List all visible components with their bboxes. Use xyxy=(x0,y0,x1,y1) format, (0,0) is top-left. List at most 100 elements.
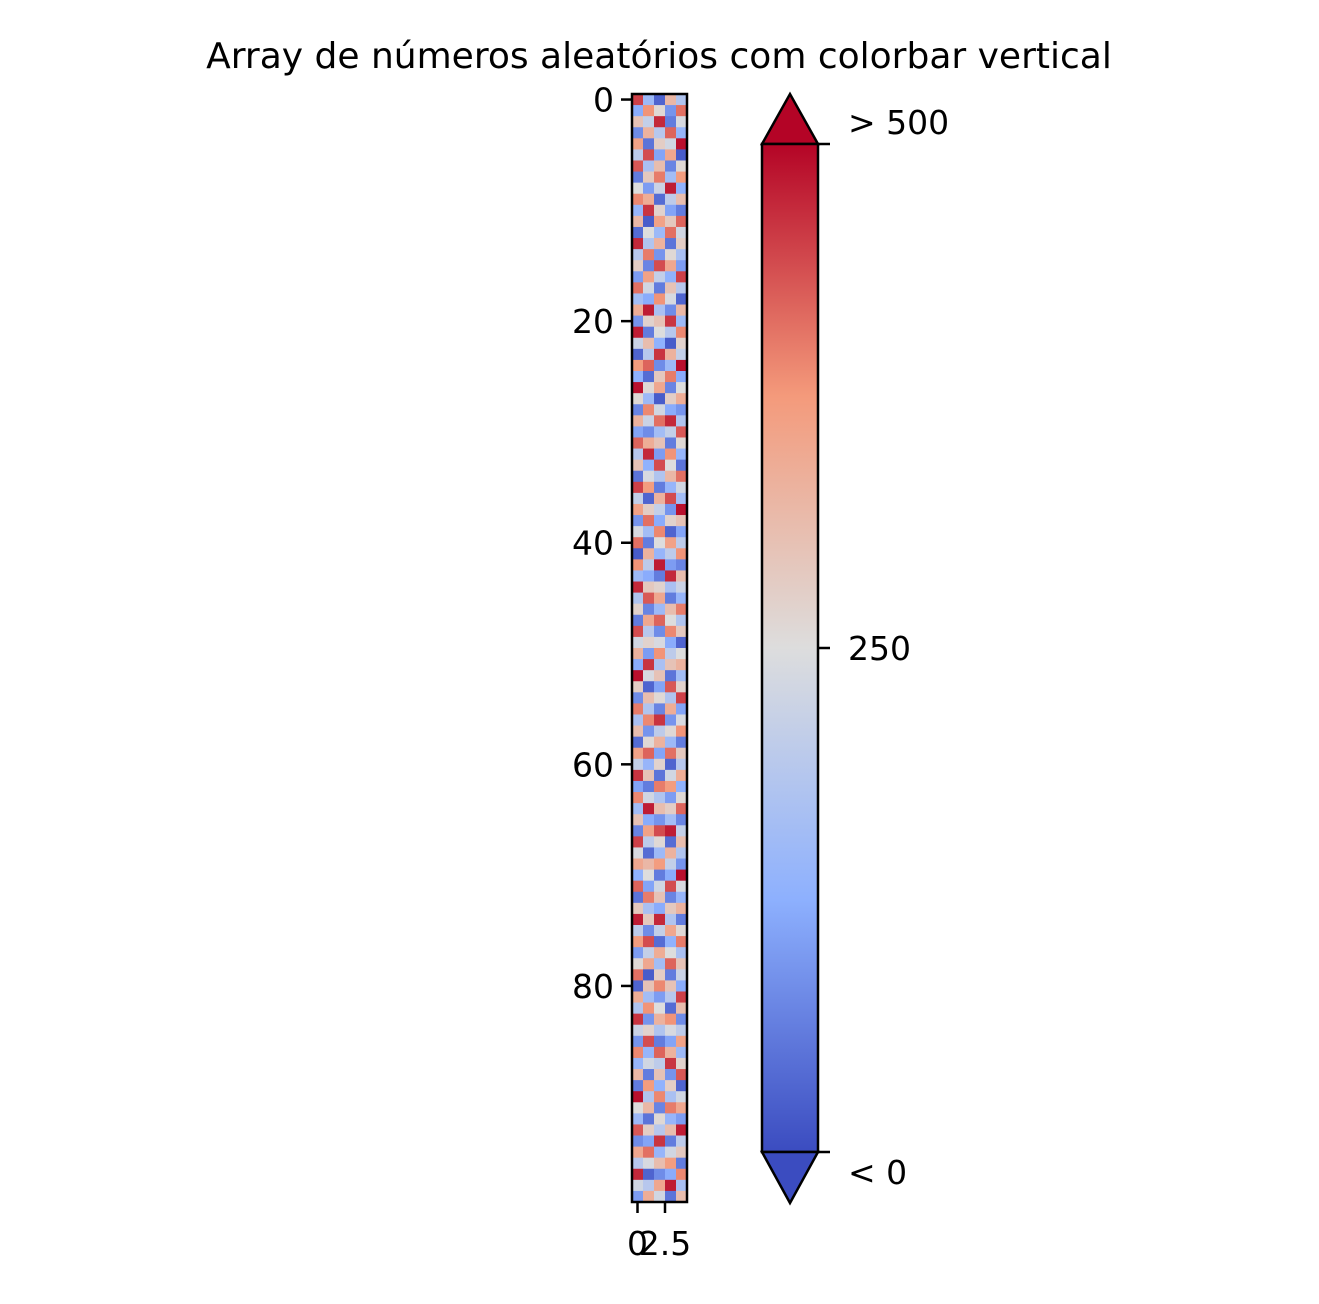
colorbar-extend-high xyxy=(759,91,821,146)
heatmap-cell xyxy=(665,138,677,150)
heatmap-cell xyxy=(632,836,644,848)
heatmap-cell xyxy=(665,260,677,272)
y-tick-label: 0 xyxy=(593,81,614,120)
heatmap-cell xyxy=(676,526,688,538)
heatmap-cell xyxy=(654,1035,666,1048)
heatmap-cell xyxy=(643,991,655,1003)
heatmap-cell xyxy=(632,448,644,461)
heatmap-cell xyxy=(643,260,655,272)
heatmap-cell xyxy=(654,659,666,671)
heatmap-cell xyxy=(643,570,655,582)
heatmap-cell xyxy=(632,681,644,693)
heatmap-cell xyxy=(654,792,666,804)
heatmap-cell xyxy=(643,1135,655,1147)
heatmap-cell xyxy=(632,1113,644,1125)
heatmap-cell xyxy=(632,814,644,826)
heatmap-cell xyxy=(654,415,666,427)
heatmap-cell xyxy=(665,603,677,616)
heatmap-cell xyxy=(665,371,677,383)
heatmap-cell xyxy=(665,515,677,527)
heatmap-cell xyxy=(643,769,655,782)
heatmap-cell xyxy=(676,249,688,261)
heatmap-cell xyxy=(676,1069,688,1081)
heatmap-cell xyxy=(654,1102,666,1114)
y-tick-label: 60 xyxy=(572,745,614,784)
heatmap-cell xyxy=(643,304,655,316)
heatmap-cell xyxy=(665,958,677,970)
heatmap-cell xyxy=(665,858,677,870)
heatmap-cell xyxy=(632,1069,644,1081)
heatmap-cell xyxy=(654,603,666,616)
heatmap-cell xyxy=(676,371,688,383)
heatmap-cell xyxy=(676,891,688,904)
heatmap-cell xyxy=(632,1135,644,1147)
heatmap-cell xyxy=(632,182,644,195)
heatmap-cell xyxy=(643,404,655,416)
heatmap-cell xyxy=(665,1035,677,1048)
heatmap-cell xyxy=(676,182,688,195)
heatmap-cell xyxy=(676,503,688,516)
heatmap-cell xyxy=(676,149,688,161)
heatmap-cell xyxy=(643,371,655,383)
heatmap-cell xyxy=(632,127,644,139)
heatmap-cell xyxy=(643,891,655,904)
heatmap-cell xyxy=(676,758,688,771)
heatmap-cell xyxy=(654,836,666,848)
x-tick-label: 2.5 xyxy=(639,1224,691,1263)
heatmap-cell xyxy=(654,991,666,1003)
heatmap-cell xyxy=(654,1157,666,1170)
heatmap-cell xyxy=(654,448,666,461)
x-axis: 02.5 xyxy=(627,1202,691,1263)
heatmap-cell xyxy=(654,182,666,195)
heatmap-cell xyxy=(654,947,666,959)
heatmap-cell xyxy=(654,714,666,726)
heatmap-cell xyxy=(676,382,688,394)
heatmap-cell xyxy=(665,1190,677,1203)
heatmap-cell xyxy=(632,736,644,749)
heatmap-cell xyxy=(665,1157,677,1170)
heatmap-cell xyxy=(643,315,655,328)
heatmap-cell xyxy=(654,725,666,738)
heatmap-cell xyxy=(643,947,655,959)
heatmap-cell xyxy=(665,426,677,438)
heatmap-cell xyxy=(676,481,688,494)
heatmap-cell xyxy=(665,249,677,261)
heatmap-cell xyxy=(643,182,655,195)
heatmap-cell xyxy=(643,1091,655,1103)
heatmap-cell xyxy=(676,326,688,339)
heatmap-cell xyxy=(643,1069,655,1081)
y-axis: 0 20 40 60 80 xyxy=(572,81,632,1006)
heatmap-cell xyxy=(654,1002,666,1015)
heatmap-cell xyxy=(643,836,655,848)
heatmap-cell xyxy=(665,127,677,139)
heatmap-cell xyxy=(643,1046,655,1059)
heatmap-cell xyxy=(643,116,655,128)
heatmap-cell xyxy=(665,581,677,593)
heatmap-cell xyxy=(676,581,688,593)
heatmap-cell xyxy=(632,437,644,449)
heatmap-cell xyxy=(632,470,644,483)
heatmap-cell xyxy=(654,869,666,882)
heatmap-cell xyxy=(643,171,655,184)
heatmap-cell xyxy=(643,1080,655,1092)
heatmap-cell xyxy=(654,814,666,826)
heatmap-cell xyxy=(676,769,688,782)
heatmap-cell xyxy=(643,415,655,427)
colorbar-extend-low xyxy=(759,1150,821,1206)
heatmap-cell xyxy=(665,1091,677,1103)
heatmap-cell xyxy=(632,116,644,128)
heatmap-cell xyxy=(654,127,666,139)
heatmap-cell xyxy=(632,792,644,804)
heatmap-cell xyxy=(643,271,655,283)
heatmap-cell xyxy=(643,337,655,350)
heatmap-cell xyxy=(676,1102,688,1114)
heatmap-cell xyxy=(654,348,666,361)
heatmap-cell xyxy=(654,293,666,305)
heatmap-cell xyxy=(665,1080,677,1092)
heatmap-cell xyxy=(665,271,677,283)
heatmap-cell xyxy=(654,492,666,505)
heatmap-cell xyxy=(632,925,644,937)
heatmap-cell xyxy=(632,1057,644,1070)
heatmap-cell xyxy=(654,193,666,206)
heatmap-cell xyxy=(643,703,655,715)
